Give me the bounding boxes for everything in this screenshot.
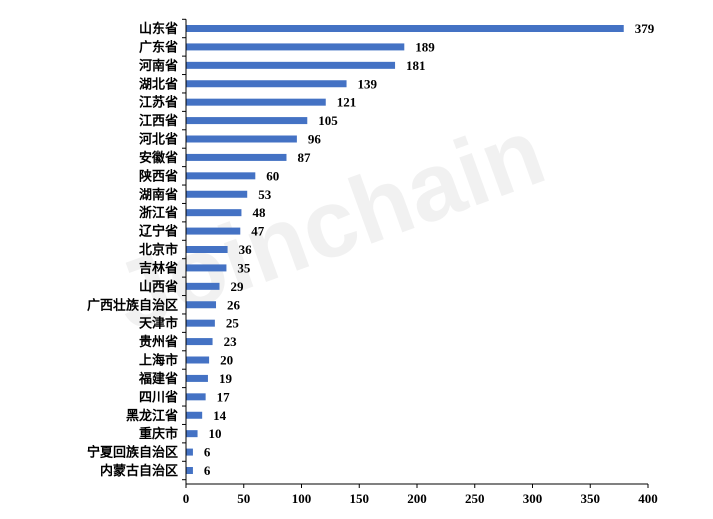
bar-11: [186, 227, 241, 235]
x-tick-label-4: 200: [407, 491, 427, 506]
category-label-22: 重庆市: [139, 426, 178, 442]
bar-17: [186, 338, 213, 346]
value-label-0: 379: [635, 21, 655, 36]
x-tick-label-8: 400: [638, 491, 658, 506]
bar-14: [186, 282, 220, 290]
bar-21: [186, 411, 203, 419]
bar-19: [186, 374, 208, 382]
bar-24: [186, 467, 193, 474]
bar-5: [186, 117, 308, 125]
category-label-15: 广西壮族自治区: [87, 297, 178, 313]
category-label-16: 天津市: [139, 316, 178, 332]
bar-10: [186, 209, 242, 217]
bar-16: [186, 319, 215, 327]
value-label-19: 19: [219, 371, 233, 386]
value-label-5: 105: [318, 113, 338, 128]
bar-13: [186, 264, 227, 272]
bar-15: [186, 301, 217, 309]
value-label-24: 6: [204, 463, 211, 478]
category-label-13: 吉林省: [139, 260, 178, 276]
value-label-21: 14: [213, 408, 227, 423]
bar-4: [186, 98, 326, 106]
category-label-7: 安徽省: [139, 150, 178, 166]
bar-22: [186, 430, 198, 438]
value-label-17: 23: [224, 334, 238, 349]
labels-group: 山东省 379 广东省 189 河南省 181 湖北省 139 江苏省 121 江西省 105 河北省 9…: [87, 21, 655, 479]
category-label-9: 湖南省: [139, 187, 178, 203]
category-label-12: 北京市: [139, 242, 178, 258]
value-label-2: 181: [406, 58, 426, 73]
x-tick-label-3: 150: [350, 491, 370, 506]
value-label-11: 47: [251, 224, 265, 239]
category-label-2: 河南省: [139, 58, 178, 74]
value-label-4: 121: [337, 95, 357, 110]
category-label-10: 浙江省: [139, 205, 178, 221]
value-label-12: 36: [239, 242, 253, 257]
value-label-8: 60: [266, 168, 279, 183]
value-label-20: 17: [217, 389, 231, 404]
bar-0: [186, 25, 624, 32]
category-label-19: 福建省: [138, 371, 178, 387]
category-label-3: 湖北省: [139, 76, 178, 92]
bar-9: [186, 190, 248, 198]
category-label-11: 辽宁省: [139, 224, 178, 240]
category-label-14: 山西省: [139, 279, 178, 295]
category-label-20: 四川省: [139, 389, 178, 405]
value-label-7: 87: [297, 150, 311, 165]
x-tick-label-1: 50: [237, 491, 250, 506]
value-label-9: 53: [258, 187, 272, 202]
x-tick-label-0: 0: [183, 491, 190, 506]
bar-6: [186, 135, 297, 143]
value-label-10: 48: [252, 205, 266, 220]
value-label-23: 6: [204, 445, 211, 460]
bar-20: [186, 393, 206, 401]
category-label-8: 陕西省: [139, 168, 178, 184]
axes-group: 0 50 100 150 200 250 300 350 400: [182, 18, 658, 506]
category-label-18: 上海市: [139, 353, 178, 369]
value-label-15: 26: [227, 297, 241, 312]
category-label-4: 江苏省: [139, 95, 178, 111]
bar-12: [186, 246, 228, 253]
bar-8: [186, 172, 256, 180]
category-label-23: 宁夏回族自治区: [87, 445, 178, 461]
x-tick-label-2: 100: [292, 491, 312, 506]
category-label-24: 内蒙古自治区: [100, 463, 178, 479]
value-label-6: 96: [308, 132, 322, 147]
x-tick-label-6: 300: [523, 491, 543, 506]
x-tick-label-7: 350: [581, 491, 601, 506]
category-label-17: 贵州省: [139, 334, 178, 350]
bar-23: [186, 448, 193, 456]
value-label-13: 35: [237, 260, 251, 275]
value-label-22: 10: [209, 426, 222, 441]
category-label-6: 河北省: [139, 132, 178, 148]
value-label-1: 189: [415, 39, 435, 54]
bar-18: [186, 356, 210, 364]
value-label-14: 29: [230, 279, 244, 294]
category-label-21: 黑龙江省: [126, 408, 178, 424]
bar-1: [186, 43, 405, 51]
value-label-3: 139: [358, 76, 378, 91]
category-label-0: 山东省: [139, 21, 178, 37]
category-label-1: 广东省: [139, 39, 178, 55]
category-label-5: 江西省: [139, 113, 178, 129]
bar-3: [186, 80, 347, 88]
bar-2: [186, 61, 396, 69]
value-label-18: 20: [220, 353, 233, 368]
bar-7: [186, 153, 287, 161]
x-tick-label-5: 250: [465, 491, 485, 506]
bars-group: [186, 25, 624, 474]
value-label-16: 25: [226, 316, 240, 331]
